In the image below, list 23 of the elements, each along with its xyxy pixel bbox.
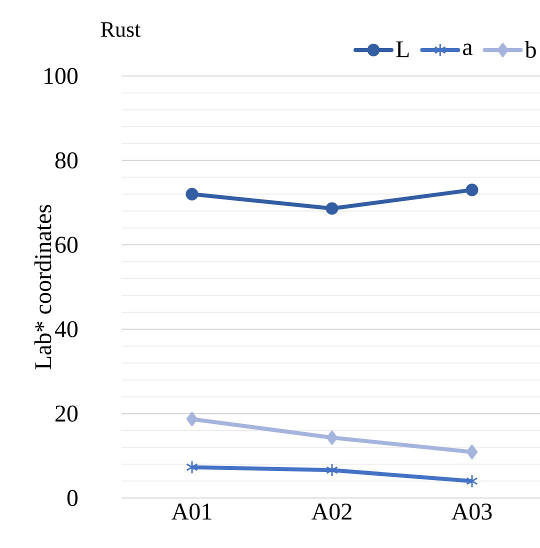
point [466, 474, 478, 488]
x-tick-label: A01 [172, 504, 212, 520]
y-tick-label: 40 [54, 321, 78, 338]
y-tick-label: 20 [56, 405, 78, 422]
legend-label: L [396, 41, 409, 58]
point [466, 444, 478, 460]
y-axis-title: Lab* coordinates [34, 204, 52, 370]
y-tick-label: 0 [67, 490, 78, 506]
y-tick-label: 60 [56, 236, 78, 253]
legend-label: b [524, 40, 536, 58]
point [326, 430, 338, 445]
legend-label: a [463, 44, 472, 56]
chart-title: Rust [100, 22, 141, 37]
x-tick-label: A02 [312, 504, 352, 520]
y-tick-label: 100 [44, 68, 78, 84]
y-tick-label: 80 [55, 152, 78, 168]
point [466, 184, 478, 196]
point [326, 202, 338, 215]
x-tick-label: A03 [452, 504, 492, 520]
point [326, 463, 338, 477]
point [186, 412, 198, 426]
point [186, 460, 198, 474]
point [186, 188, 198, 200]
